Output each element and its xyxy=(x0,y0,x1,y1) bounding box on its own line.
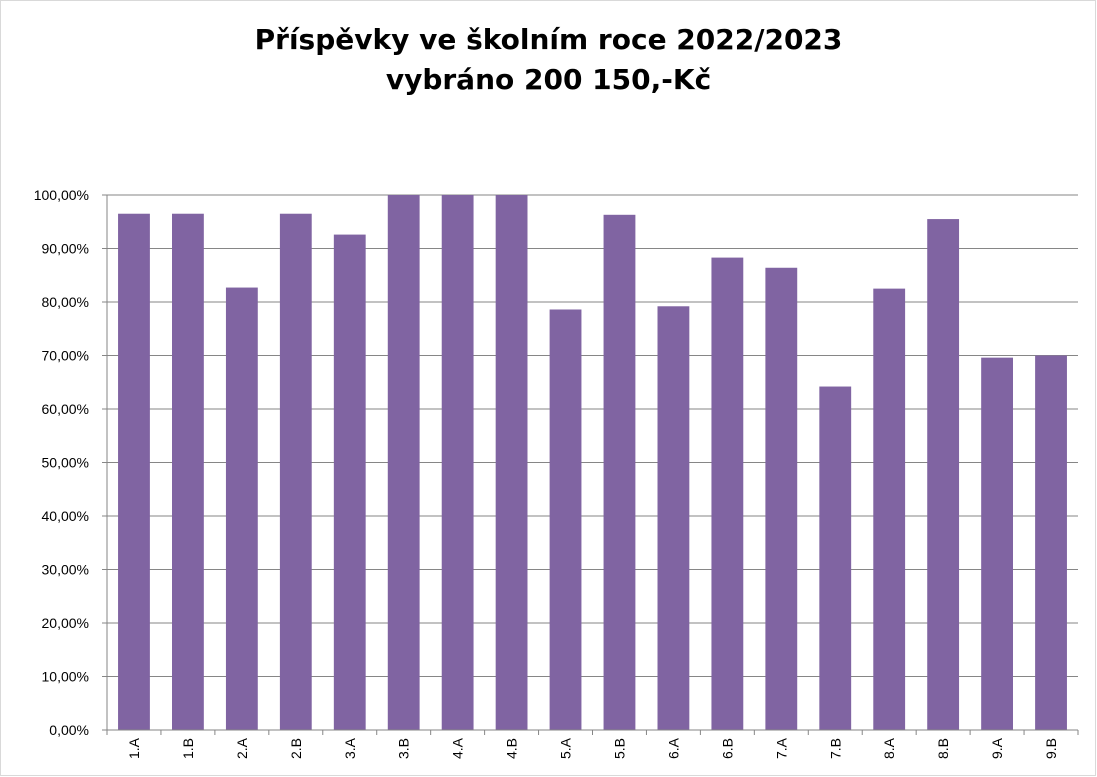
y-tick-label: 30,00% xyxy=(42,562,89,578)
y-tick-label: 20,00% xyxy=(42,615,89,631)
y-tick-label: 60,00% xyxy=(42,401,89,417)
y-tick-label: 80,00% xyxy=(42,294,89,310)
bar-6.A xyxy=(657,306,690,730)
bar-1.B xyxy=(172,213,204,731)
axes xyxy=(106,195,1079,735)
x-tick-label: 8.B xyxy=(935,738,951,759)
bar-6.B xyxy=(711,257,744,730)
x-tick-label: 3.B xyxy=(396,738,412,759)
chart-subtitle: vybráno 200 150,-Kč xyxy=(385,63,712,96)
bar-2.B xyxy=(279,213,312,731)
x-tick-label: 5.A xyxy=(558,737,574,759)
bar-8.B xyxy=(927,219,960,730)
bar-5.B xyxy=(603,214,636,731)
x-tick-labels: 1.A 1.B 2.A 2.B 3.A 3.B 4.A 4.B 5.A 5.B 6.A 6.B 7.A 7… xyxy=(126,737,1059,759)
x-tick-label: 8.A xyxy=(881,737,897,759)
bar-4.B xyxy=(495,195,528,730)
bar-3.B xyxy=(387,195,420,730)
bar-9.A xyxy=(981,357,1013,730)
bar-4.A xyxy=(441,195,474,730)
x-tick-label: 1.B xyxy=(180,738,196,759)
chart-title-block: Příspěvky ve školním roce 2022/2023 vybr… xyxy=(0,20,1097,100)
x-tick-label: 9.A xyxy=(989,737,1005,759)
x-tick-label: 5.B xyxy=(611,738,627,759)
x-tick-label: 1.A xyxy=(126,737,142,759)
bar-1.A xyxy=(118,213,150,731)
bar-7.A xyxy=(765,267,798,730)
x-tick-label: 2.B xyxy=(288,738,304,759)
y-tick-label: 40,00% xyxy=(42,508,89,524)
x-tick-label: 9.B xyxy=(1043,738,1059,759)
x-tick-label: 4.A xyxy=(450,737,466,759)
y-tick-label: 0,00% xyxy=(49,722,89,738)
y-tick-label: 90,00% xyxy=(42,241,89,257)
y-tick-label: 50,00% xyxy=(42,455,89,471)
y-tick-label: 10,00% xyxy=(42,669,89,685)
bar-9.B xyxy=(1035,355,1067,730)
x-tick-label: 6.B xyxy=(719,738,735,759)
x-tick-label: 3.A xyxy=(342,737,358,759)
x-tick-label: 7.A xyxy=(773,737,789,759)
chart-title: Příspěvky ve školním roce 2022/2023 xyxy=(254,23,843,56)
bar-5.A xyxy=(549,309,582,730)
bar-2.A xyxy=(225,287,258,730)
x-tick-label: 2.A xyxy=(234,737,250,759)
x-tick-label: 7.B xyxy=(827,738,843,759)
bar-7.B xyxy=(819,386,852,730)
bar-3.A xyxy=(333,234,366,730)
y-tick-label: 70,00% xyxy=(42,348,89,364)
x-tick-label: 6.A xyxy=(665,737,681,759)
y-tick-label: 100,00% xyxy=(34,187,89,203)
y-tick-labels: 0,00% 10,00% 20,00% 30,00% 40,00% 50,00% 60,00… xyxy=(34,187,89,738)
bars xyxy=(118,195,1067,731)
x-tick-label: 4.B xyxy=(504,738,520,759)
bar-8.A xyxy=(873,288,906,730)
